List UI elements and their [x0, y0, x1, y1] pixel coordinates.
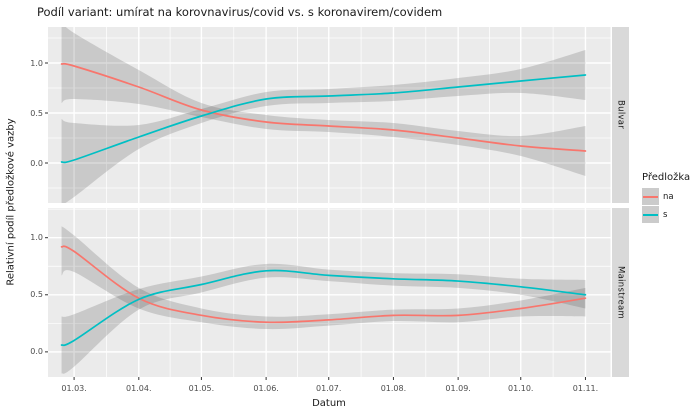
legend-key-s — [642, 206, 659, 223]
y-tick-label: 0.5 — [30, 108, 43, 118]
facet-strip-mainstream: Mainstream — [612, 208, 629, 377]
x-tick-label: 01.10. — [508, 384, 534, 393]
legend: Předložka na s — [642, 172, 690, 224]
x-tick-label: 01.03. — [61, 384, 87, 393]
x-tick-label: 01.05. — [188, 384, 215, 393]
x-tick-label: 01.04. — [126, 384, 152, 393]
confidence-ribbon-na — [61, 27, 586, 176]
legend-title: Předložka — [642, 172, 691, 183]
x-tick-label: 01.11. — [572, 384, 599, 393]
y-tick-label: 0.0 — [30, 158, 43, 168]
facet-strip-label: Mainstream — [615, 265, 626, 320]
x-tick-label: 01.09. — [445, 384, 471, 393]
smooth-line-s — [60, 74, 587, 164]
smooth-line-na — [60, 62, 587, 152]
smooth-line-na — [60, 245, 587, 324]
y-tick-label: 1.0 — [30, 233, 43, 243]
facet-strip-bulvar: Bulvar — [612, 27, 629, 203]
smooth-line-s — [60, 269, 587, 347]
legend-item-s: s — [642, 206, 690, 223]
legend-key-na — [642, 188, 659, 205]
x-tick-label: 01.07. — [315, 384, 342, 393]
y-tick-label: 0.0 — [30, 347, 43, 357]
confidence-ribbon-s — [61, 263, 586, 374]
legend-label-s: s — [663, 209, 668, 220]
facet-strip-label: Bulvar — [615, 100, 626, 130]
y-tick-label: 1.0 — [30, 58, 43, 68]
legend-item-na: na — [642, 188, 690, 205]
y-tick-label: 0.5 — [30, 290, 43, 300]
legend-label-na: na — [663, 191, 674, 202]
x-axis-title: Datum — [312, 398, 346, 409]
x-tick-label: 01.08. — [380, 384, 407, 393]
y-axis-title: Relativní podíl předložkové vazby — [5, 118, 17, 286]
confidence-ribbon-s — [61, 50, 586, 203]
page-title: Podíl variant: umírat na korovnavirus/co… — [37, 5, 443, 19]
x-tick-label: 01.06. — [253, 384, 279, 393]
